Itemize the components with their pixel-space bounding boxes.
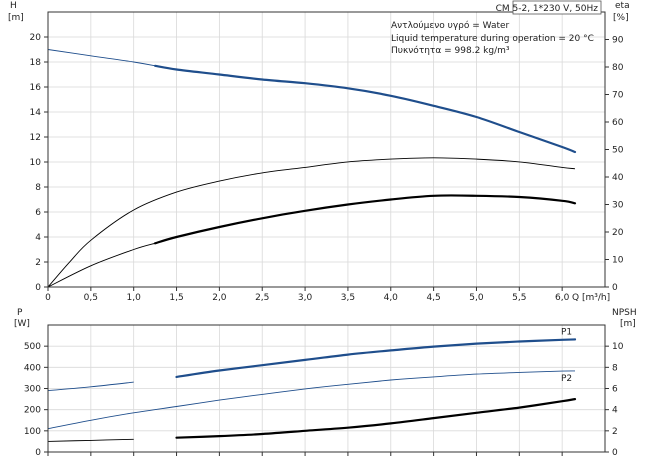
top-series-2-line	[154, 194, 577, 245]
x-tick-label: 0,5	[84, 293, 98, 303]
x-tick-label: 3,0	[298, 293, 313, 303]
top-left-tick-label: 20	[30, 33, 42, 43]
bottom-left-axis-title: P	[17, 308, 23, 318]
top-left-tick-label: 6	[35, 208, 41, 218]
bottom-grid	[48, 325, 605, 452]
bottom-series-2-line	[175, 398, 577, 439]
bottom-left-tick-label: 200	[24, 406, 41, 416]
x-tick-label: 0	[45, 293, 51, 303]
bottom-series-0-line	[175, 338, 577, 378]
bottom-right-tick-label: 6	[612, 385, 618, 395]
top-left-tick-label: 16	[30, 83, 42, 93]
top-right-tick-label: 50	[612, 146, 624, 156]
bottom-right-axis-title: NPSH	[612, 308, 637, 318]
top-left-tick-label: 18	[30, 58, 42, 68]
x-tick-label: 1,0	[127, 293, 142, 303]
density-label: Πυκνότητα = 998.2 kg/m³	[391, 45, 510, 56]
top-right-tick-label: 40	[612, 173, 624, 183]
x-tick-label: 4,0	[384, 293, 399, 303]
bottom-left-tick-label: 300	[24, 385, 41, 395]
pump-model-label: CM 5-2, 1*230 V, 50Hz	[496, 4, 599, 14]
temperature-label: Liquid temperature during operation = 20…	[391, 34, 594, 44]
bottom-right-tick-label: 10	[612, 342, 624, 352]
x-tick-label: 6,0	[555, 293, 570, 303]
x-axis-label: Q [m³/h]	[572, 293, 610, 303]
bottom-right-tick-label: 0	[612, 448, 618, 458]
bottom-series-label-p2: P2	[561, 374, 572, 384]
top-series-0-line	[154, 64, 577, 154]
top-right-tick-label: 30	[612, 201, 624, 211]
bottom-right-tick-label: 4	[612, 406, 618, 416]
bottom-series-2-thin	[47, 438, 134, 442]
liquid-label: Αντλούμενο υγρό = Water	[391, 20, 510, 31]
top-left-tick-label: 8	[35, 183, 41, 193]
x-tick-label: 1,5	[169, 293, 183, 303]
top-ticks: 0 2 4 6 8 10 12 14 16 18 20 0 10 20 30 40 50 60 70 80 90 0 0,5…	[30, 33, 624, 303]
top-chart: 0 2 4 6 8 10 12 14 16 18 20 0 10 20 30 40 50 60 70 80 90 0 0,5…	[8, 0, 630, 303]
x-tick-label: 3,5	[341, 293, 355, 303]
top-right-axis-unit: [%]	[613, 13, 629, 23]
top-right-tick-label: 60	[612, 118, 624, 128]
top-series-2-thin	[47, 242, 156, 288]
bottom-left-tick-label: 400	[24, 363, 41, 373]
x-tick-label: 2,5	[255, 293, 269, 303]
top-right-tick-label: 80	[612, 63, 624, 73]
top-right-tick-label: 20	[612, 228, 624, 238]
bottom-right-tick-label: 2	[612, 427, 618, 437]
bottom-left-tick-label: 100	[24, 427, 41, 437]
bottom-series-0-thin	[47, 381, 134, 392]
top-left-tick-label: 10	[30, 158, 42, 168]
top-left-tick-label: 12	[30, 133, 41, 143]
top-right-axis-title: eta	[615, 1, 630, 11]
bottom-series-label-p1: P1	[561, 327, 572, 337]
top-series-1-thin	[47, 157, 576, 288]
bottom-right-tick-label: 8	[612, 363, 618, 373]
top-right-tick-label: 70	[612, 91, 624, 101]
bottom-right-axis-unit: [m]	[620, 319, 636, 329]
top-series-0-thin	[47, 49, 156, 67]
top-right-tick-label: 10	[612, 256, 624, 266]
top-left-tick-label: 14	[30, 108, 42, 118]
bottom-ticks: 0 100 200 300 400 500 0 2 4 6 8 10	[24, 342, 624, 458]
bottom-left-tick-label: 0	[35, 448, 41, 458]
top-left-tick-label: 2	[35, 258, 41, 268]
top-plot-frame	[47, 11, 606, 288]
bottom-left-tick-label: 500	[24, 342, 41, 352]
x-tick-label: 5,0	[469, 293, 484, 303]
bottom-left-axis-unit: [W]	[14, 319, 30, 329]
top-left-tick-label: 0	[35, 283, 41, 293]
bottom-series: P1 P2	[47, 327, 577, 442]
x-tick-label: 2,0	[212, 293, 227, 303]
top-left-tick-label: 4	[35, 233, 41, 243]
top-right-tick-label: 90	[612, 36, 624, 46]
bottom-series-1-thin	[47, 370, 576, 430]
top-series	[47, 49, 577, 288]
info-box-border	[512, 0, 602, 15]
x-tick-label: 5,5	[512, 293, 526, 303]
x-tick-label: 4,5	[426, 293, 440, 303]
top-grid	[48, 12, 605, 287]
info-box: CM 5-2, 1*230 V, 50Hz Αντλούμενο υγρό = …	[391, 0, 602, 56]
top-left-axis-unit: [m]	[8, 13, 24, 23]
top-right-tick-label: 0	[612, 283, 618, 293]
top-left-axis-title: H	[10, 1, 17, 11]
